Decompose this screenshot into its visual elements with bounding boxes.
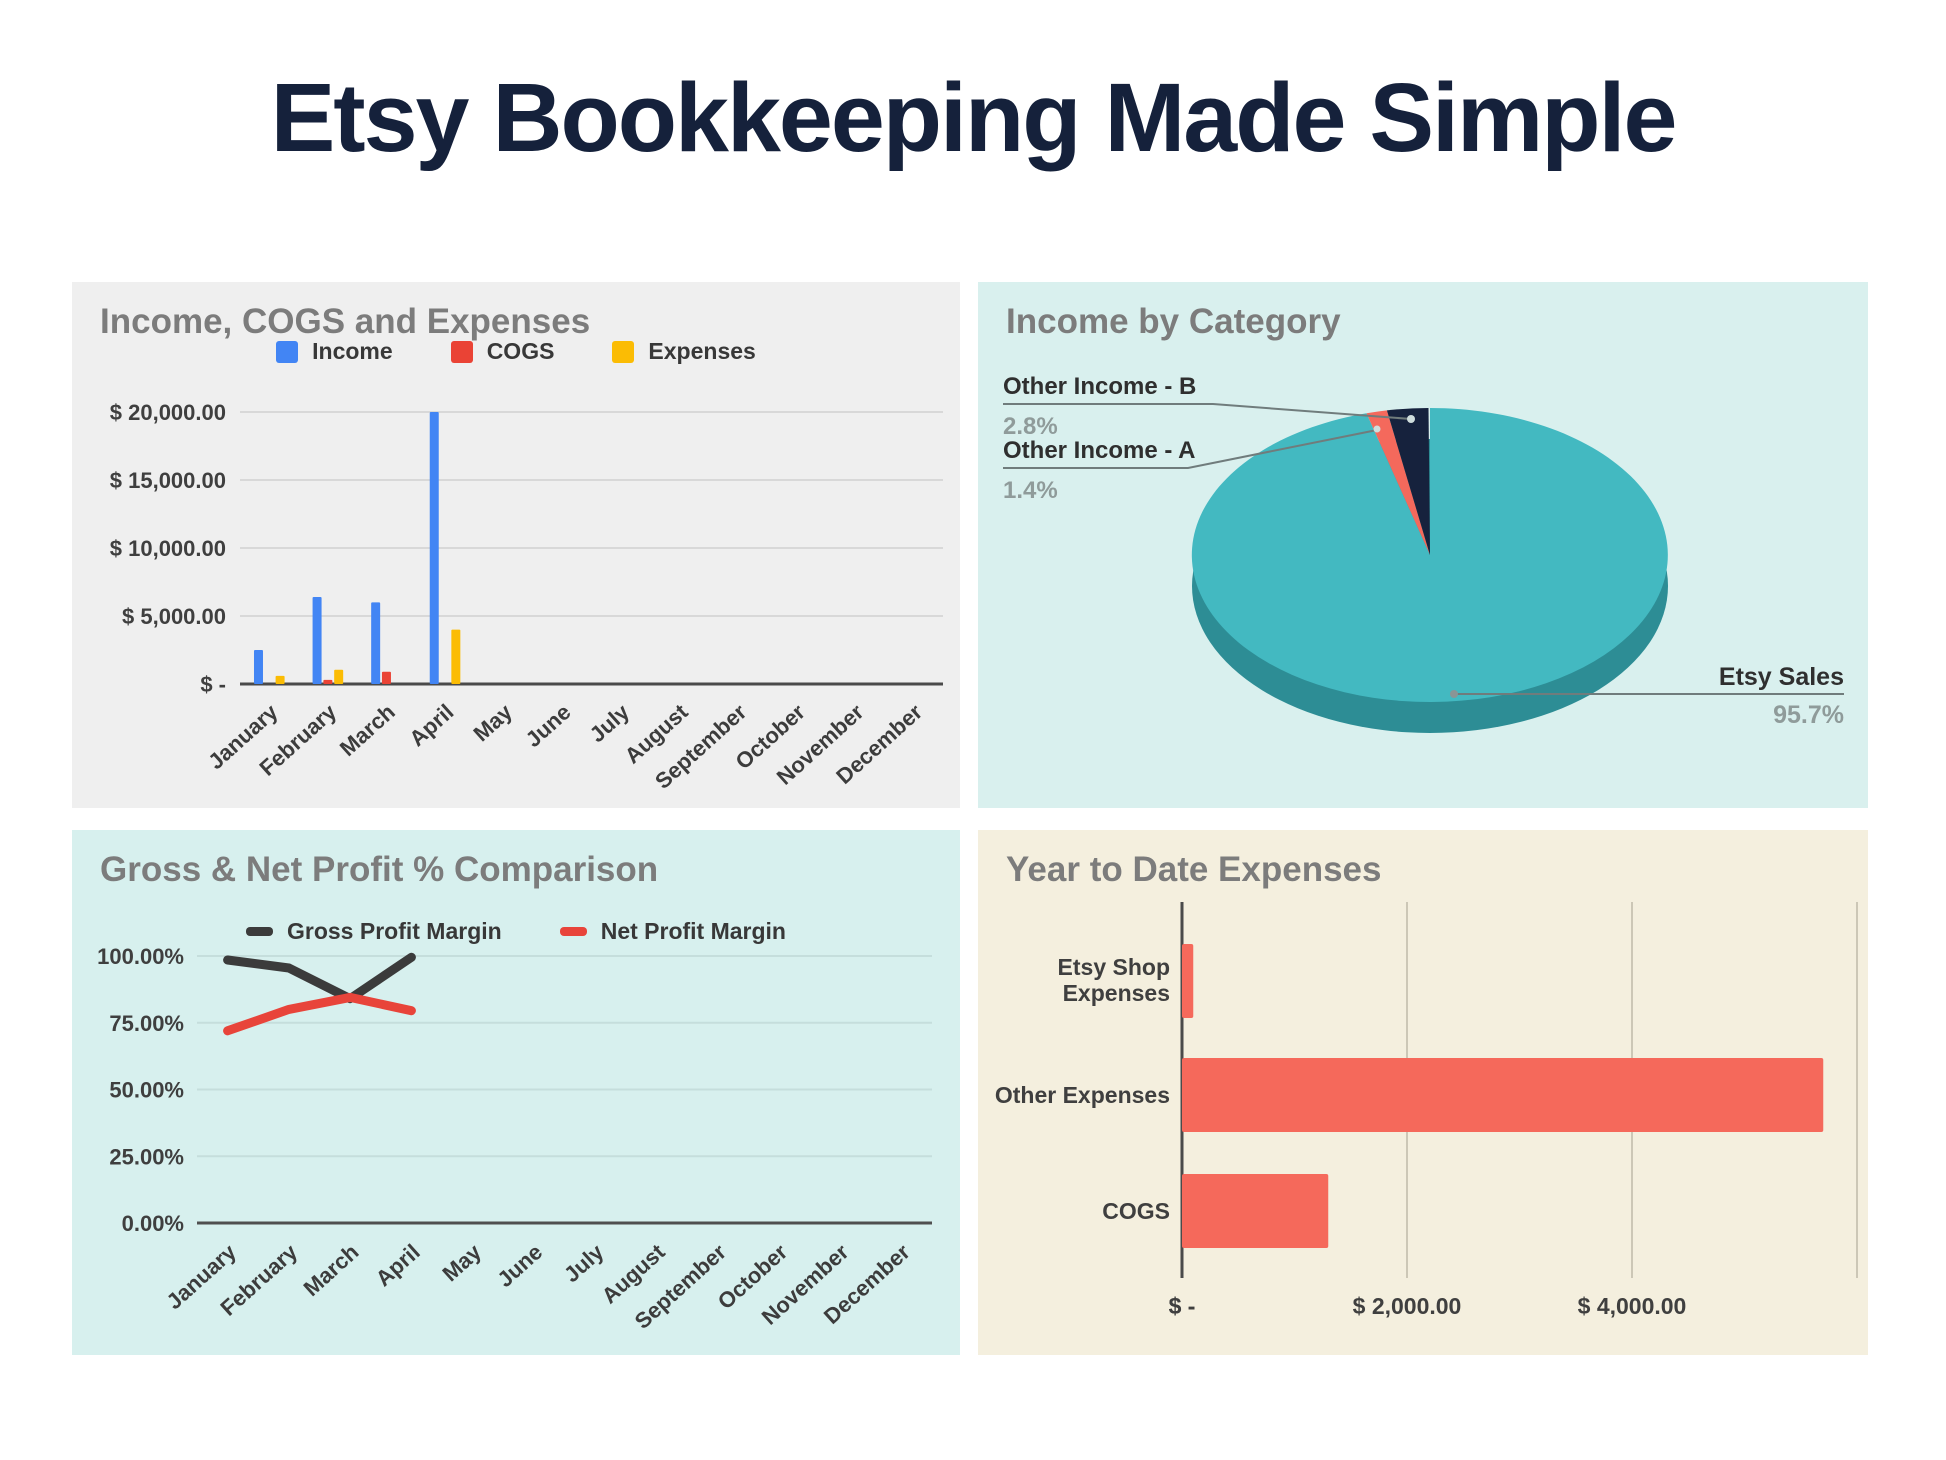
- svg-text:COGS: COGS: [1102, 1198, 1170, 1224]
- horizontal-bar-chart: $ - $ 2,000.00 $ 4,000.00$ -Etsy Shop Expen…: [995, 902, 1858, 1319]
- chart-title-ytd-expenses: Year to Date Expenses: [1006, 850, 1382, 889]
- svg-text:50.00%: 50.00%: [109, 1078, 184, 1103]
- panel-ytd-expenses: Year to Date Expenses $ - $ 2,000.00 $ 4,0…: [978, 830, 1868, 1355]
- svg-text:Etsy Sales: Etsy Sales: [1719, 663, 1844, 691]
- svg-text:June: June: [492, 1239, 547, 1292]
- svg-text:75.00%: 75.00%: [109, 1011, 184, 1036]
- svg-text:$ 5,000.00: $ 5,000.00: [122, 604, 226, 629]
- chart-title-income-by-category: Income by Category: [1006, 302, 1341, 341]
- svg-text:March: March: [335, 699, 400, 761]
- cogs-swatch: [450, 340, 473, 363]
- page-title: Etsy Bookkeeping Made Simple: [270, 63, 1678, 172]
- panel-income-cogs-expenses: Income, COGS and Expenses Income COGS Ex…: [72, 282, 960, 808]
- svg-text:$ 20,000.00: $ 20,000.00: [110, 400, 226, 425]
- legend-item-cogs: COGS: [450, 338, 555, 365]
- svg-text:$ -: $ -: [1169, 1293, 1196, 1319]
- legend-label-net-profit-margin: Net Profit Margin: [600, 918, 786, 944]
- chart-title-income-cogs-expenses: Income, COGS and Expenses: [100, 302, 591, 341]
- legend-label-income: Income: [312, 338, 393, 364]
- svg-text:April: April: [404, 699, 458, 751]
- legend-label-gross-profit-margin: Gross Profit Margin: [287, 918, 502, 944]
- legend-income-cogs-expenses: Income COGS Expenses: [72, 338, 960, 365]
- svg-text:0.00%: 0.00%: [122, 1211, 184, 1236]
- gross-profit-swatch: [246, 927, 273, 936]
- legend-item-expenses: Expenses: [612, 338, 756, 365]
- svg-text:May: May: [437, 1239, 486, 1287]
- svg-text:July: July: [559, 1239, 609, 1288]
- svg-text:June: June: [521, 699, 576, 752]
- svg-text:Other Expenses: Other Expenses: [995, 1082, 1170, 1108]
- svg-text:July: July: [585, 699, 635, 748]
- svg-text:April: April: [371, 1239, 425, 1291]
- svg-text:25.00%: 25.00%: [109, 1144, 184, 1169]
- legend-item-gross-profit-margin: Gross Profit Margin: [246, 918, 502, 945]
- svg-text:$ 15,000.00: $ 15,000.00: [110, 468, 226, 493]
- svg-text:Other Income - A: Other Income - A: [1003, 437, 1195, 464]
- svg-text:$ 10,000.00: $ 10,000.00: [110, 536, 226, 561]
- chart-title-profit-comparison: Gross & Net Profit % Comparison: [100, 850, 659, 889]
- svg-text:$ -: $ -: [200, 672, 226, 697]
- svg-text:100.00%: 100.00%: [97, 944, 184, 969]
- svg-text:Other Income - B: Other Income - B: [1003, 373, 1196, 400]
- legend-item-income: Income: [276, 338, 393, 365]
- legend-profit-comparison: Gross Profit Margin Net Profit Margin: [72, 918, 960, 945]
- svg-text:95.7%: 95.7%: [1773, 701, 1844, 729]
- svg-text:1.4%: 1.4%: [1003, 477, 1058, 504]
- grouped-bar-chart: $ 20,000.00 $ 15,000.00 $ 10,000.00 $ 5,000…: [110, 400, 943, 794]
- svg-text:2.8%: 2.8%: [1003, 413, 1058, 440]
- pie-chart: Other Income - B 2.8%Other Income - A 1.4%…: [1003, 373, 1844, 733]
- panel-income-by-category: Income by Category Other Income - B 2.8% O…: [978, 282, 1868, 808]
- legend-item-net-profit-margin: Net Profit Margin: [559, 918, 786, 945]
- legend-label-cogs: COGS: [486, 338, 555, 364]
- line-chart: 100.00%75.00%50.00%25.00%0.00%JanuaryFeb…: [97, 944, 932, 1334]
- panel-profit-comparison: Gross & Net Profit % Comparison Gross Pr…: [72, 830, 960, 1355]
- income-swatch: [276, 340, 299, 363]
- svg-text:$ -: $ -: [1169, 1293, 1196, 1319]
- legend-label-expenses: Expenses: [648, 338, 756, 364]
- svg-text:May: May: [468, 699, 517, 747]
- net-profit-swatch: [559, 927, 587, 936]
- svg-text:March: March: [299, 1239, 364, 1301]
- svg-text:$ 2,000.00: $ 2,000.00: [1353, 1293, 1462, 1319]
- svg-text:$ 4,000.00: $ 4,000.00: [1578, 1293, 1687, 1319]
- expenses-swatch: [612, 340, 635, 363]
